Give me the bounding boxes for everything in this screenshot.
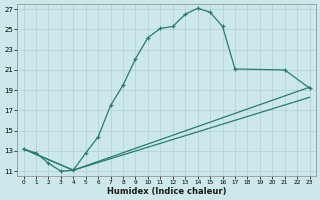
X-axis label: Humidex (Indice chaleur): Humidex (Indice chaleur) xyxy=(107,187,226,196)
